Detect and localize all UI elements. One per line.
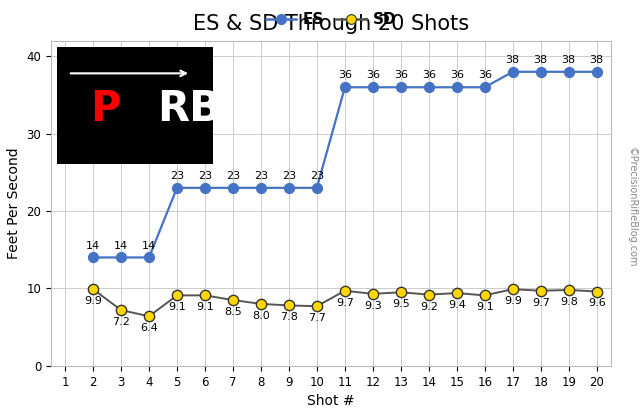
Point bbox=[591, 288, 602, 295]
Point bbox=[452, 290, 462, 296]
Text: 9.7: 9.7 bbox=[532, 298, 550, 308]
Point bbox=[256, 185, 266, 191]
Text: 14: 14 bbox=[142, 241, 156, 251]
Text: 7.2: 7.2 bbox=[112, 317, 130, 327]
Text: 9.5: 9.5 bbox=[392, 299, 410, 309]
Point bbox=[396, 84, 406, 90]
Point bbox=[172, 292, 182, 299]
Text: 38: 38 bbox=[562, 55, 576, 65]
Point bbox=[228, 185, 238, 191]
Text: 9.7: 9.7 bbox=[336, 298, 354, 308]
X-axis label: Shot #: Shot # bbox=[307, 394, 355, 408]
Point bbox=[284, 185, 294, 191]
Text: 14: 14 bbox=[86, 241, 100, 251]
Text: 38: 38 bbox=[589, 55, 604, 65]
Text: 9.6: 9.6 bbox=[588, 298, 605, 308]
Text: 36: 36 bbox=[366, 70, 380, 81]
Y-axis label: Feet Per Second: Feet Per Second bbox=[7, 147, 21, 259]
Point bbox=[312, 303, 322, 310]
Text: 23: 23 bbox=[254, 171, 268, 181]
Text: 9.9: 9.9 bbox=[504, 296, 522, 306]
Legend: ES, SD: ES, SD bbox=[259, 6, 403, 34]
Text: 9.1: 9.1 bbox=[168, 303, 186, 312]
Text: 36: 36 bbox=[477, 70, 492, 81]
Point bbox=[228, 297, 238, 303]
Text: 23: 23 bbox=[170, 171, 184, 181]
Point bbox=[536, 288, 546, 294]
Point bbox=[452, 84, 462, 90]
Text: 9.4: 9.4 bbox=[448, 300, 466, 310]
Text: P: P bbox=[88, 86, 118, 129]
Point bbox=[591, 68, 602, 75]
Point bbox=[284, 302, 294, 309]
Point bbox=[256, 300, 266, 307]
Text: 9.2: 9.2 bbox=[420, 302, 438, 312]
Text: 23: 23 bbox=[310, 171, 324, 181]
Text: 36: 36 bbox=[338, 70, 352, 81]
Point bbox=[172, 185, 182, 191]
FancyBboxPatch shape bbox=[57, 47, 213, 164]
Text: 7.8: 7.8 bbox=[280, 312, 298, 322]
Text: 36: 36 bbox=[422, 70, 436, 81]
Point bbox=[424, 84, 434, 90]
Point bbox=[200, 292, 210, 299]
Text: 36: 36 bbox=[394, 70, 408, 81]
Point bbox=[116, 307, 126, 313]
Text: 14: 14 bbox=[114, 241, 128, 251]
Text: 23: 23 bbox=[282, 171, 296, 181]
Point bbox=[424, 291, 434, 298]
Title: ES & SD Through 20 Shots: ES & SD Through 20 Shots bbox=[193, 14, 469, 34]
Point bbox=[340, 84, 350, 90]
Text: 9.9: 9.9 bbox=[84, 296, 102, 306]
Point bbox=[368, 290, 378, 297]
Point bbox=[116, 254, 126, 261]
Text: 38: 38 bbox=[534, 55, 548, 65]
Point bbox=[508, 286, 518, 293]
Text: 36: 36 bbox=[450, 70, 464, 81]
Point bbox=[368, 84, 378, 90]
Text: 23: 23 bbox=[226, 171, 240, 181]
Point bbox=[536, 68, 546, 75]
Text: 8.5: 8.5 bbox=[224, 307, 242, 317]
Point bbox=[200, 185, 210, 191]
Text: 9.1: 9.1 bbox=[196, 303, 214, 312]
Point bbox=[144, 254, 154, 261]
Text: 7.7: 7.7 bbox=[308, 313, 326, 323]
Text: 23: 23 bbox=[198, 171, 212, 181]
Point bbox=[144, 313, 154, 320]
Point bbox=[508, 68, 518, 75]
Text: 9.3: 9.3 bbox=[364, 301, 381, 311]
Text: 8.0: 8.0 bbox=[252, 311, 270, 321]
Text: 9.8: 9.8 bbox=[560, 297, 578, 307]
Point bbox=[396, 289, 406, 295]
Text: P: P bbox=[90, 88, 121, 130]
Point bbox=[479, 292, 490, 299]
Text: RB: RB bbox=[157, 88, 221, 130]
Point bbox=[564, 68, 574, 75]
Point bbox=[88, 254, 98, 261]
Point bbox=[340, 288, 350, 294]
Point bbox=[88, 286, 98, 293]
Text: ©PrecisionRifleBlog.com: ©PrecisionRifleBlog.com bbox=[627, 147, 637, 268]
Point bbox=[312, 185, 322, 191]
Point bbox=[564, 287, 574, 293]
Point bbox=[479, 84, 490, 90]
Text: 38: 38 bbox=[506, 55, 520, 65]
Text: 9.1: 9.1 bbox=[476, 303, 493, 312]
Text: 6.4: 6.4 bbox=[140, 323, 158, 333]
